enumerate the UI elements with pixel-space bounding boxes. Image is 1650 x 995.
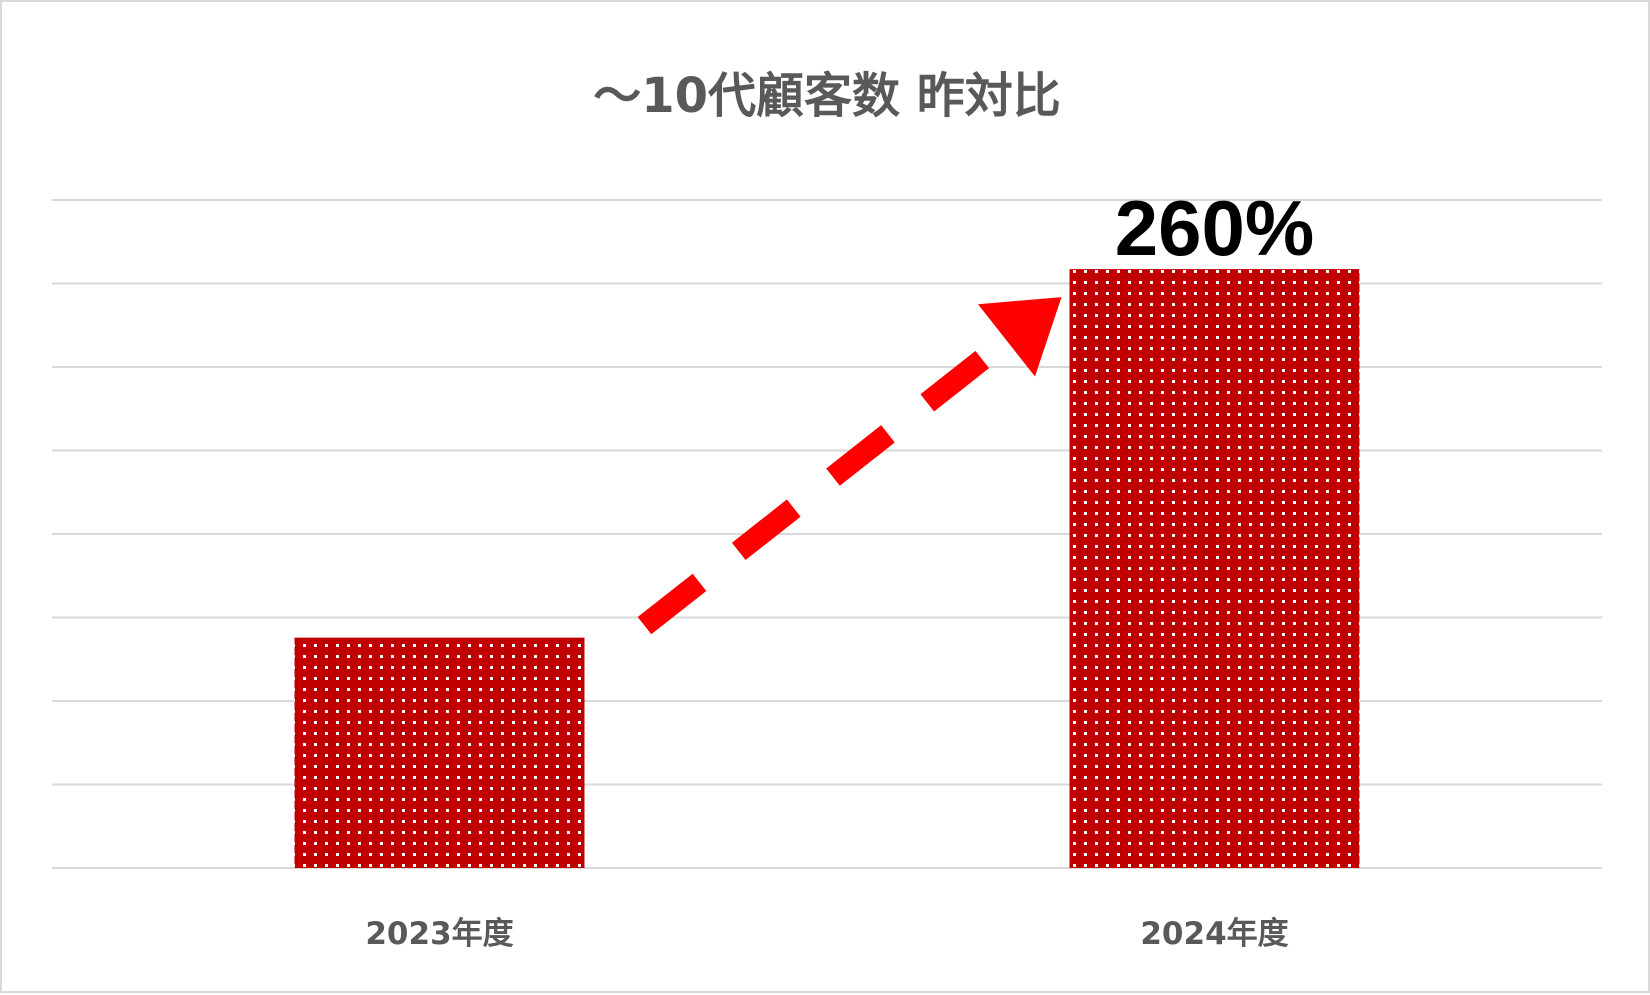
bars xyxy=(294,269,1360,868)
bar-2023年度 xyxy=(294,637,585,868)
gridlines xyxy=(52,199,1602,869)
arrow-head xyxy=(978,297,1062,377)
chart-title: ～10代顧客数 昨対比 xyxy=(593,68,1061,124)
arrow-shaft xyxy=(637,331,1014,635)
growth-arrow xyxy=(637,297,1062,635)
x-tick-label: 2024年度 xyxy=(1140,916,1288,952)
x-tick-label: 2023年度 xyxy=(365,916,513,952)
x-axis-tick-labels: 2023年度 2024年度 xyxy=(365,916,1288,952)
bar-2024年度 xyxy=(1069,269,1360,868)
growth-callout-label: 260% xyxy=(1115,184,1315,272)
